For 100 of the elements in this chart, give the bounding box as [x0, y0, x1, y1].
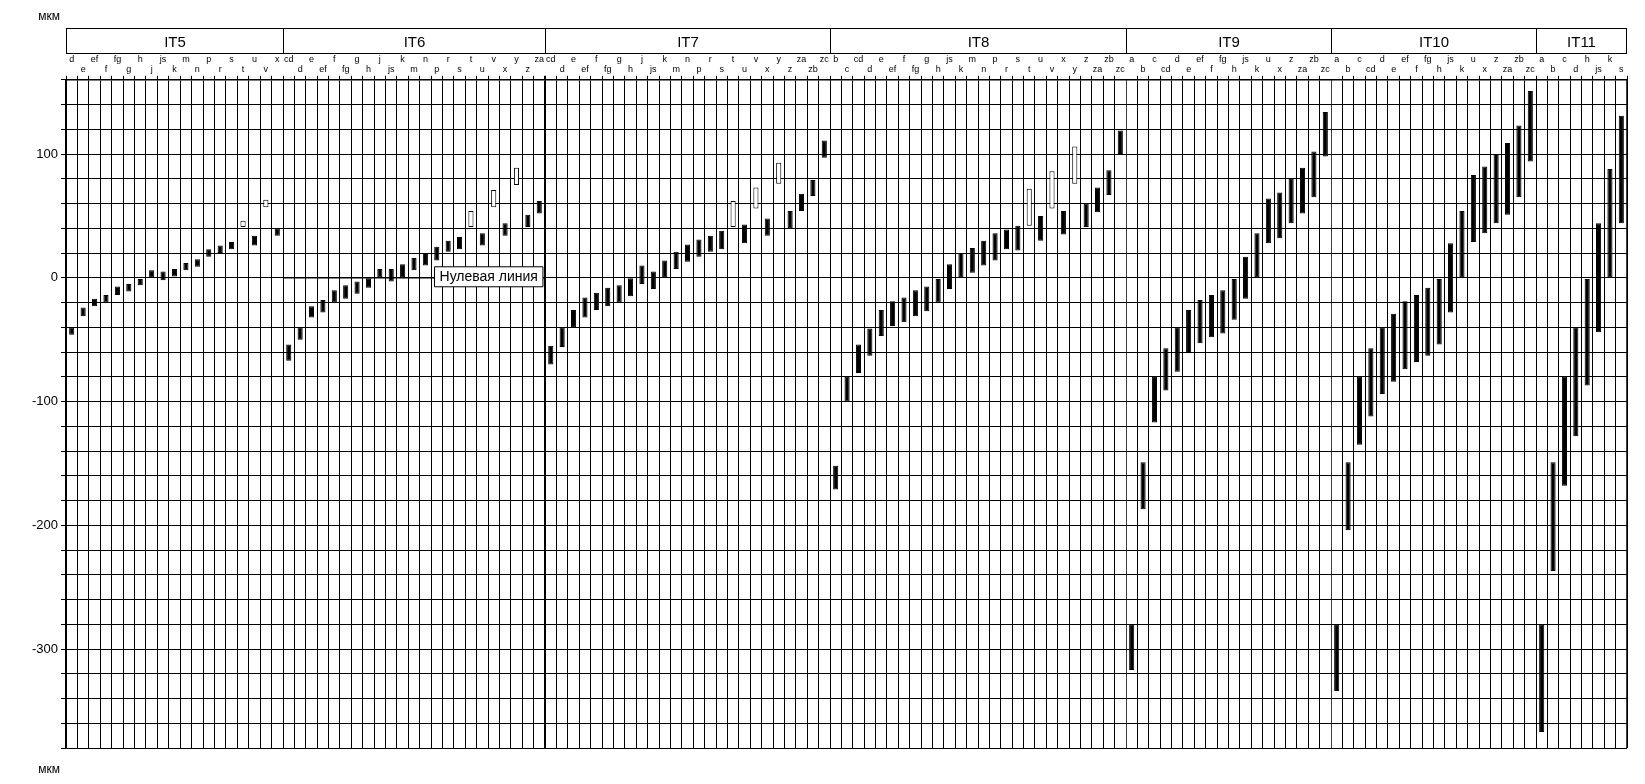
- x-tick-label: d: [297, 64, 303, 75]
- chart-title: IT5: [66, 28, 283, 54]
- x-tick-label: d: [1573, 64, 1579, 75]
- x-tick-label: t: [241, 64, 245, 75]
- y-tick-label: -200: [31, 516, 58, 532]
- x-tick-label: b: [1345, 64, 1351, 75]
- x-tick-label: cd: [283, 54, 294, 65]
- x-tick-label: x: [1482, 64, 1488, 75]
- x-tick-label: zc: [1115, 64, 1126, 75]
- x-tick-label: js: [945, 54, 954, 65]
- x-tick-label: fg: [911, 64, 920, 75]
- x-tick-label: r: [1004, 64, 1008, 75]
- x-tick-label: x: [1277, 64, 1283, 75]
- x-tick-label: e: [1186, 64, 1192, 75]
- x-tick-label: k: [1254, 64, 1260, 75]
- x-tick-label: k: [1607, 54, 1613, 65]
- x-tick-label: cd: [853, 54, 864, 65]
- x-tick-label: a: [1539, 54, 1545, 65]
- x-tick-label: u: [1470, 54, 1476, 65]
- x-tick-label: f: [595, 54, 599, 65]
- x-tick-label: ef: [581, 64, 590, 75]
- x-tick-label: k: [1459, 64, 1465, 75]
- x-tick-label: d: [69, 54, 75, 65]
- x-tick-label: za: [534, 54, 545, 65]
- x-tick-label: f: [333, 54, 337, 65]
- x-tick-label: h: [1436, 64, 1442, 75]
- x-tick-label: b: [1140, 64, 1146, 75]
- x-tick-label: p: [992, 54, 998, 65]
- x-tick-label: zc: [1525, 64, 1536, 75]
- x-tick-label: ef: [1196, 54, 1205, 65]
- x-tick-label: f: [1415, 64, 1419, 75]
- x-tick-label: g: [126, 64, 132, 75]
- x-tick-label: js: [386, 64, 395, 75]
- x-tick-label: s: [457, 64, 463, 75]
- x-tick-label: h: [628, 64, 634, 75]
- x-tick-label: n: [981, 64, 987, 75]
- x-tick-label: c: [1562, 54, 1568, 65]
- x-tick-label: k: [172, 64, 178, 75]
- x-tick-label: ef: [1401, 54, 1410, 65]
- x-tick-label: zc: [1320, 64, 1331, 75]
- x-tick-label: p: [696, 64, 702, 75]
- x-tick-label: h: [1231, 64, 1237, 75]
- x-tick-label: k: [662, 54, 668, 65]
- x-tick-label: t: [469, 54, 473, 65]
- text: мкм: [38, 9, 60, 24]
- x-tick-label: x: [502, 64, 508, 75]
- ref-line-label: Нулевая линия: [439, 267, 538, 284]
- x-tick-label: v: [753, 54, 759, 65]
- x-tick-label: u: [1265, 54, 1271, 65]
- x-tick-label: g: [354, 54, 360, 65]
- y-tick-label: 100: [36, 145, 58, 161]
- x-tick-label: b: [1550, 64, 1556, 75]
- x-tick-label: e: [571, 54, 577, 65]
- x-tick-label: u: [1038, 54, 1044, 65]
- x-tick-label: za: [796, 54, 807, 65]
- x-tick-label: u: [251, 54, 257, 65]
- x-tick-label: cd: [1161, 64, 1171, 75]
- chart-title: IT9: [1126, 28, 1331, 54]
- chart-title: IT8: [830, 28, 1126, 54]
- x-tick-label: e: [309, 54, 315, 65]
- x-tick-label: z: [1083, 54, 1089, 65]
- x-tick-label: z: [787, 64, 793, 75]
- x-tick-label: m: [672, 64, 680, 75]
- x-tick-label: e: [80, 64, 86, 75]
- x-tick-label: p: [434, 64, 440, 75]
- x-tick-label: t: [1027, 64, 1031, 75]
- x-tick-label: m: [968, 54, 977, 65]
- x-tick-label: d: [1379, 54, 1385, 65]
- x-tick-label: r: [218, 64, 222, 75]
- y-tick-label: -300: [31, 640, 58, 656]
- x-tick-label: y: [776, 54, 782, 65]
- x-tick-label: s: [719, 64, 725, 75]
- x-tick-label: d: [559, 64, 565, 75]
- x-tick-label: ef: [888, 64, 897, 75]
- chart-title: IT10: [1331, 28, 1536, 54]
- x-tick-label: js: [1241, 54, 1250, 65]
- x-tick-label: c: [844, 64, 850, 75]
- x-tick-label: h: [1584, 54, 1590, 65]
- x-tick-label: e: [1391, 64, 1397, 75]
- x-tick-label: c: [1152, 54, 1158, 65]
- x-tick-label: js: [1446, 54, 1455, 65]
- x-tick-label: v: [491, 54, 497, 65]
- y-tick-label: 0: [50, 269, 58, 285]
- x-tick-label: fg: [603, 64, 612, 75]
- x-tick-label: js: [158, 54, 167, 65]
- x-tick-label: fg: [341, 64, 350, 75]
- x-tick-label: u: [479, 64, 485, 75]
- x-tick-label: d: [1174, 54, 1180, 65]
- y-tick-label: -100: [31, 393, 58, 409]
- x-tick-label: h: [935, 64, 941, 75]
- x-tick-label: ef: [319, 64, 328, 75]
- x-tick-label: za: [1502, 64, 1513, 75]
- chart-title: IT11: [1536, 28, 1627, 54]
- chart-title: IT7: [545, 28, 830, 54]
- x-tick-label: g: [924, 54, 930, 65]
- x-tick-label: n: [685, 54, 691, 65]
- x-tick-label: a: [1129, 54, 1135, 65]
- x-tick-label: n: [422, 54, 428, 65]
- x-tick-label: j: [149, 64, 153, 75]
- x-tick-label: t: [731, 54, 735, 65]
